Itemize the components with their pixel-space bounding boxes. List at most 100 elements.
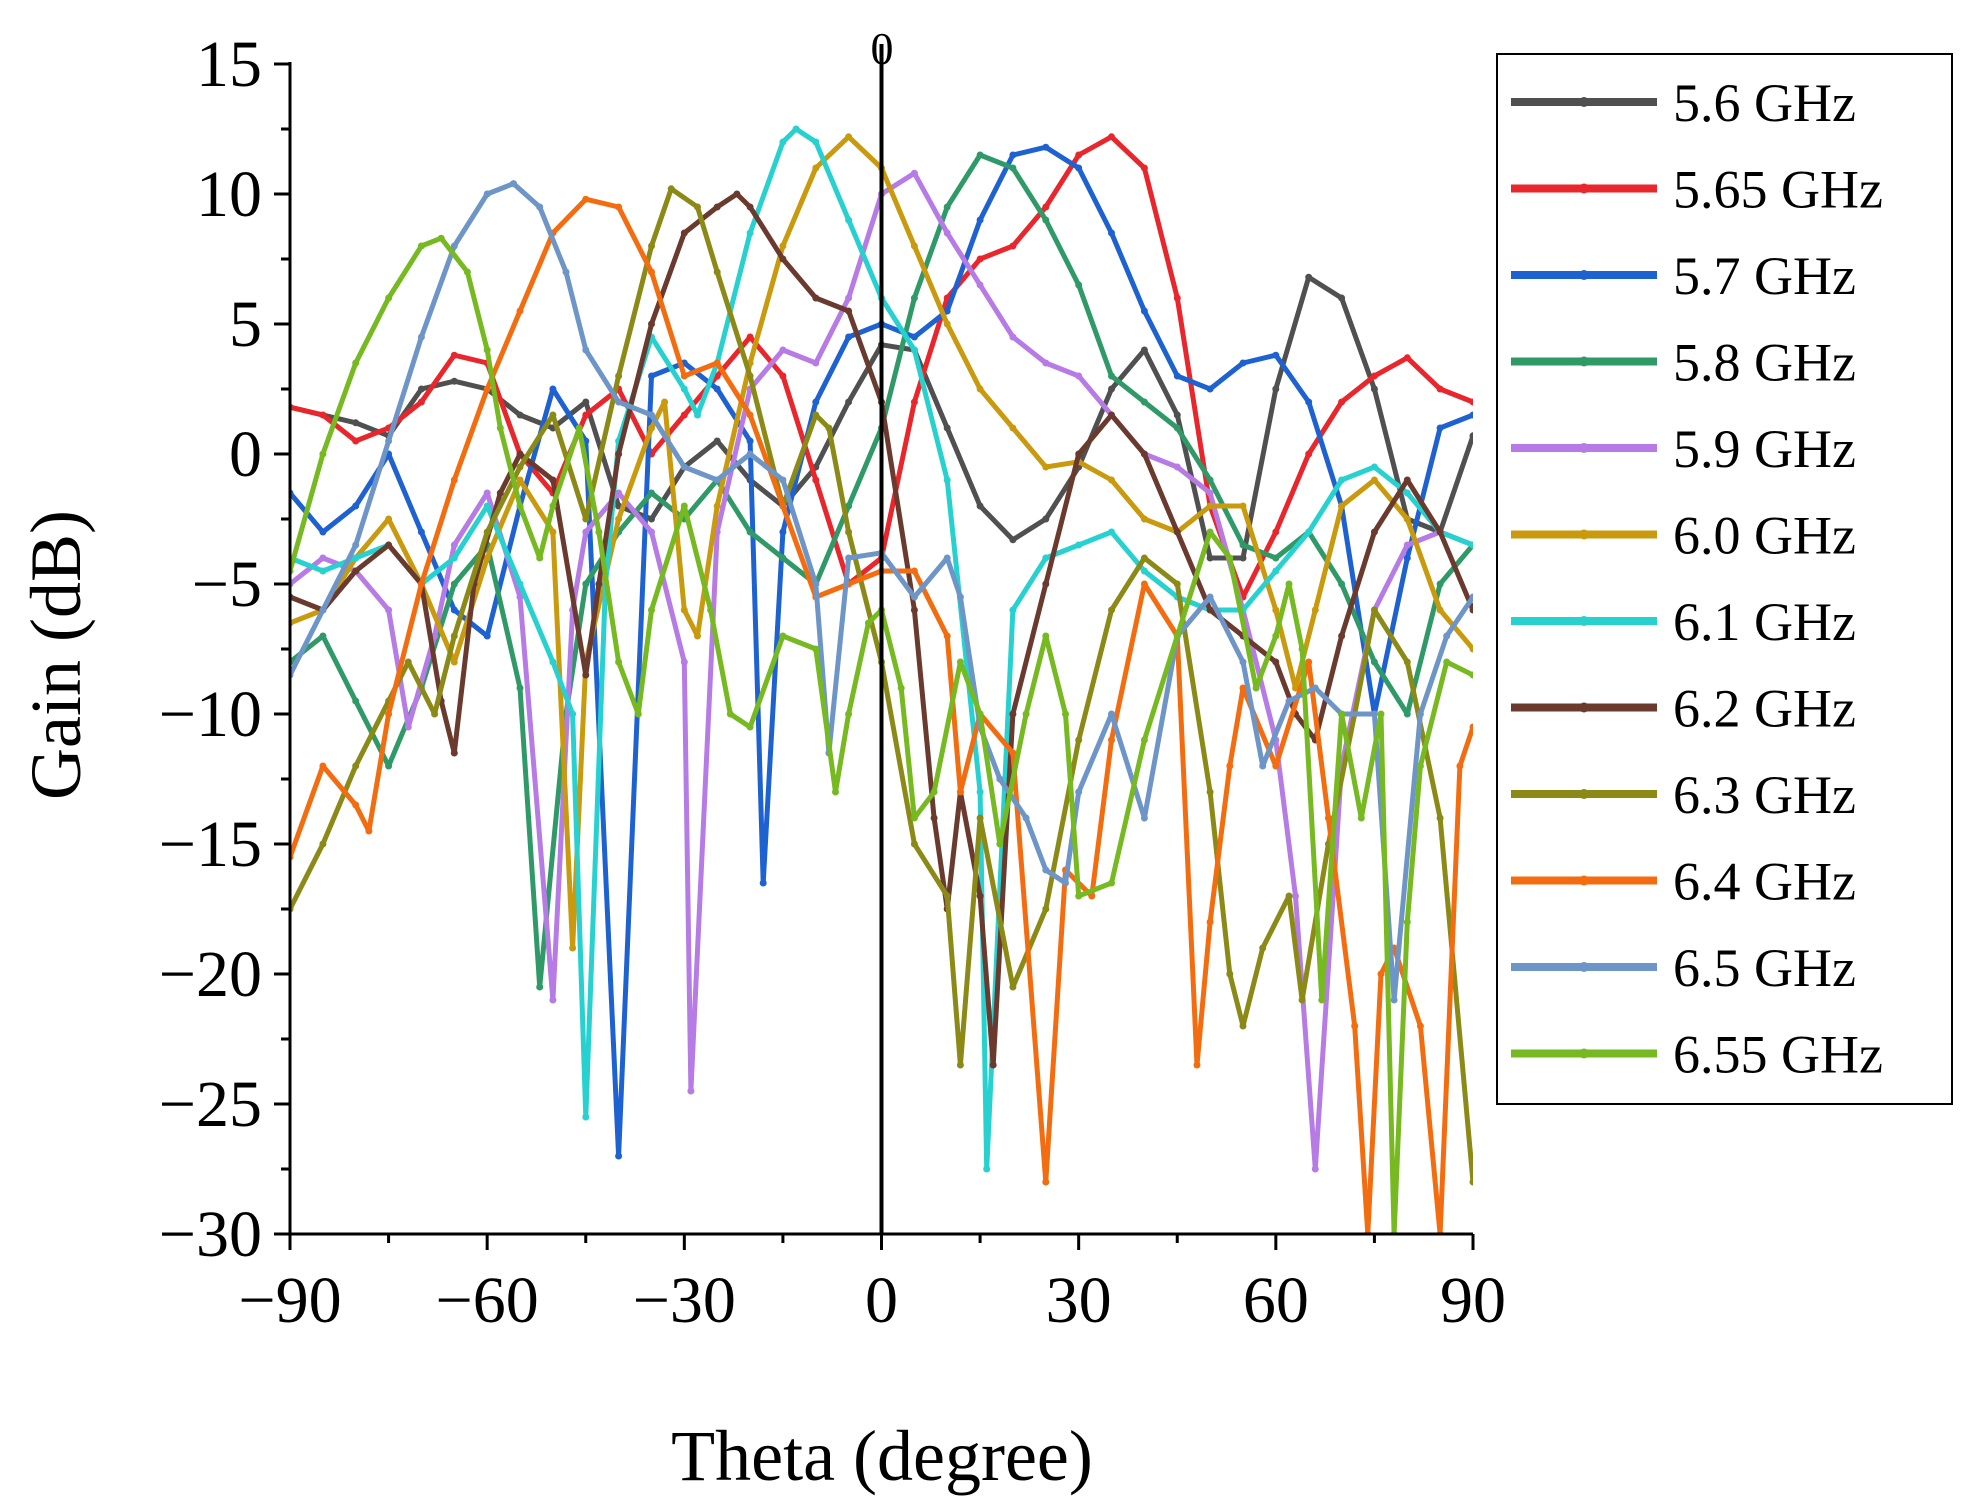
data-point <box>1009 424 1017 432</box>
data-point <box>648 242 655 250</box>
legend-item: 6.55 GHz <box>1511 1025 1883 1085</box>
data-point <box>1403 476 1411 484</box>
data-point <box>779 138 787 146</box>
data-point <box>1022 814 1030 822</box>
data-point <box>1292 684 1299 692</box>
data-point <box>1285 697 1293 705</box>
data-point <box>1108 528 1115 536</box>
data-point <box>1042 359 1050 367</box>
data-point <box>1370 476 1378 484</box>
data-point <box>680 463 688 471</box>
legend-label: 6.4 GHz <box>1673 852 1856 912</box>
legend-item: 5.65 GHz <box>1511 160 1883 220</box>
data-point <box>582 580 590 588</box>
data-point <box>1140 736 1148 744</box>
data-point <box>1140 567 1148 575</box>
data-point <box>516 476 524 484</box>
legend-marker <box>1579 270 1589 280</box>
data-point <box>1370 385 1378 393</box>
data-point <box>1075 151 1083 159</box>
data-point <box>1239 554 1247 562</box>
data-point <box>845 398 853 406</box>
data-point <box>1206 606 1214 614</box>
data-point <box>319 840 327 848</box>
y-tick-label: −20 <box>159 938 262 1011</box>
legend-label: 5.9 GHz <box>1673 419 1856 479</box>
data-point <box>595 528 603 536</box>
data-point <box>779 476 787 484</box>
data-point <box>812 398 820 406</box>
data-point <box>648 320 655 328</box>
data-point <box>1311 606 1319 614</box>
legend-item: 5.8 GHz <box>1511 333 1856 393</box>
data-point <box>1436 424 1444 432</box>
data-point <box>1206 385 1214 393</box>
data-point <box>976 788 984 796</box>
data-point <box>943 307 951 315</box>
data-point <box>385 515 393 523</box>
legend-label: 5.6 GHz <box>1673 73 1856 133</box>
legend-marker <box>1579 443 1589 453</box>
data-point <box>437 234 445 242</box>
data-point <box>825 424 833 432</box>
data-point <box>812 411 820 419</box>
data-point <box>713 359 721 367</box>
legend-item: 5.7 GHz <box>1511 246 1856 306</box>
data-point <box>516 502 524 510</box>
y-tick-label: −5 <box>192 548 262 621</box>
data-point <box>845 528 853 536</box>
data-point <box>1272 658 1280 666</box>
data-point <box>989 1061 997 1069</box>
data-point <box>1140 554 1148 562</box>
data-point <box>575 424 583 432</box>
data-point <box>1140 307 1148 315</box>
data-point <box>549 502 557 510</box>
data-point <box>1075 164 1083 172</box>
data-point <box>582 528 590 536</box>
data-point <box>910 333 918 341</box>
data-point <box>648 515 655 523</box>
data-point <box>1206 788 1214 796</box>
data-point <box>1272 528 1280 536</box>
data-point <box>352 697 360 705</box>
data-point <box>1062 710 1069 718</box>
data-point <box>910 840 918 848</box>
data-point <box>1338 632 1346 640</box>
data-point <box>1042 580 1050 588</box>
series-5-9-ghz <box>290 169 1473 1173</box>
series-line <box>290 152 1473 990</box>
data-point <box>319 632 327 640</box>
data-point <box>1075 541 1083 549</box>
data-point <box>1075 281 1083 289</box>
legend-item: 6.2 GHz <box>1511 679 1856 739</box>
data-point <box>1140 814 1148 822</box>
data-point <box>1239 502 1247 510</box>
data-point <box>1469 593 1473 601</box>
data-point <box>687 1087 695 1095</box>
data-point <box>1075 892 1083 900</box>
data-point <box>845 502 853 510</box>
data-point <box>746 411 754 419</box>
data-point <box>417 385 425 393</box>
data-point <box>1239 1022 1247 1030</box>
data-point <box>1357 814 1365 822</box>
data-point <box>536 203 544 211</box>
legend-label: 6.1 GHz <box>1673 592 1856 652</box>
data-point <box>1009 242 1017 250</box>
data-point <box>1206 918 1214 926</box>
data-point <box>385 437 393 445</box>
legend-marker <box>1579 702 1589 713</box>
data-point <box>1042 905 1050 913</box>
legend-label: 5.65 GHz <box>1673 160 1883 220</box>
series-line <box>290 196 1473 1234</box>
data-point <box>1206 476 1214 484</box>
data-point <box>648 489 655 497</box>
data-point <box>1042 203 1050 211</box>
data-point <box>1318 996 1326 1004</box>
data-point <box>1140 346 1148 354</box>
data-point <box>1403 489 1411 497</box>
y-tick-label: −30 <box>159 1198 262 1271</box>
data-point <box>595 580 603 588</box>
data-point <box>1370 710 1378 718</box>
